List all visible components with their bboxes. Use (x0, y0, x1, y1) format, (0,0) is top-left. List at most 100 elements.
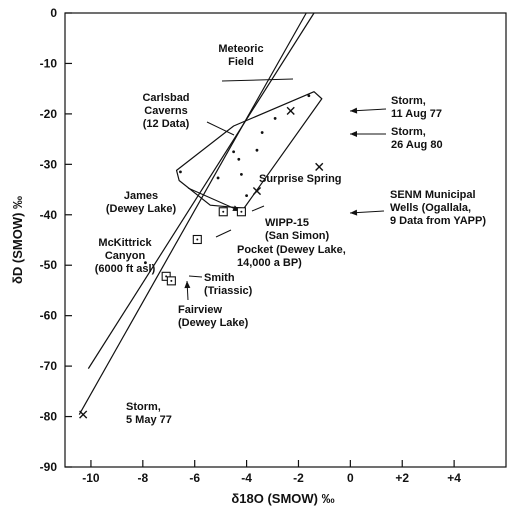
x-tick-label: +2 (395, 471, 409, 485)
wipp-15-label-line: WIPP-15 (265, 217, 309, 229)
arrow-head (350, 107, 358, 114)
storm-26-aug-80-label-line: 26 Aug 80 (391, 139, 443, 151)
y-tick-label: -80 (40, 410, 58, 424)
meteoric-field-label-line: Field (228, 56, 254, 68)
y-tick-label: -40 (40, 208, 58, 222)
tick-labels: -10 -8 -6 -4 -2 0 +2 +40-10-20-30-40-50-60-70-8… (40, 6, 462, 485)
carlsbad-caverns-label-line: Caverns (144, 105, 187, 117)
axis-titles: δ18O (SMOW) ‰ δD (SMOW) ‰ (10, 196, 335, 506)
y-tick-label: -10 (40, 56, 58, 70)
x-tick-label: -10 (82, 471, 100, 485)
carlsbad-point (245, 194, 248, 198)
carlsbad-point (240, 173, 243, 176)
y-tick-label: -50 (40, 258, 58, 272)
storm-cross-marker (252, 186, 262, 196)
carlsbad-point (273, 117, 277, 120)
y-tick-label: -60 (40, 309, 58, 323)
x-axis-title: δ18O (SMOW) ‰ (231, 491, 334, 506)
x-tick-label: -8 (137, 471, 148, 485)
x-tick-label: +4 (447, 471, 461, 485)
carlsbad-caverns-label-line: Carlsbad (142, 92, 189, 104)
storm-26-aug-80-label: Storm, 26 Aug 80 (391, 126, 443, 151)
james-label-line: (Dewey Lake) (106, 203, 177, 215)
x-tick-label: 0 (347, 471, 354, 485)
y-tick-label: -70 (40, 359, 58, 373)
annotation-arrows (184, 78, 387, 301)
annotation-leader (215, 229, 232, 238)
pocket-label: Pocket (Dewey Lake, 14,000 a BP) (237, 244, 346, 269)
annotation-leader (221, 78, 294, 82)
wipp-15-label: WIPP-15 (San Simon) (265, 217, 330, 242)
james-label-line: James (124, 190, 158, 202)
fairview-label: Fairview (Dewey Lake) (178, 304, 249, 329)
x-tick-label: -6 (189, 471, 200, 485)
carlsbad-point (307, 94, 311, 98)
storm-cross-marker (286, 106, 295, 115)
annotation-leader (251, 205, 265, 212)
x-tick-label: -2 (293, 471, 304, 485)
carlsbad-point (179, 170, 182, 174)
senm-municipal-wells-label-line: 9 Data from YAPP) (390, 215, 486, 227)
wipp-15-label-line: (San Simon) (265, 230, 330, 242)
square-dot (222, 210, 225, 213)
pocket-label-line: 14,000 a BP) (237, 257, 302, 269)
carlsbad-point (255, 148, 259, 152)
arrow-head (350, 131, 357, 137)
arrow-head (350, 209, 358, 216)
square-dot (165, 275, 168, 278)
smith-label-line: Smith (204, 272, 235, 284)
storm-11-aug-77-label-line: Storm, (391, 95, 426, 107)
storm-cross-marker (315, 162, 324, 171)
smith-label-line: (Triassic) (204, 285, 253, 297)
storm-11-aug-77-label: Storm, 11 Aug 77 (391, 95, 442, 120)
storm-5-may-77-label-line: 5 May 77 (126, 414, 172, 426)
sample-square-marker (166, 276, 176, 286)
surprise-spring-label: Surprise Spring (259, 173, 342, 185)
square-dot (240, 210, 243, 213)
plot-frame (64, 12, 507, 468)
carlsbad-envelope (175, 91, 323, 209)
arrow-head (184, 281, 191, 289)
sample-square-marker (192, 234, 202, 245)
storm-26-aug-80-label-line: Storm, (391, 126, 426, 138)
cross-stroke (252, 186, 262, 196)
mckittrick-canyon-label-line: (6000 ft asl) (95, 263, 156, 275)
pocket-label-line: Pocket (Dewey Lake, (237, 244, 346, 256)
fairview-label-line: (Dewey Lake) (178, 317, 249, 329)
james-label: James (Dewey Lake) (106, 190, 177, 215)
mckittrick-canyon-label-line: McKittrick (98, 237, 152, 249)
axis-ticks (65, 12, 455, 468)
annotation-leader (206, 121, 235, 136)
meteoric-field-label-line: Meteoric (218, 43, 263, 55)
y-axis-title: δD (SMOW) ‰ (10, 196, 25, 284)
cross-stroke (315, 162, 324, 171)
annotations: Meteoric Field Carlsbad Caverns (12 Data) Sto… (95, 43, 487, 426)
y-tick-label: -20 (40, 107, 58, 121)
data-points (79, 94, 324, 419)
senm-municipal-wells-label-line: SENM Municipal (390, 189, 476, 201)
square-dot (170, 279, 173, 282)
storm-11-aug-77-label-line: 11 Aug 77 (391, 108, 442, 120)
annotation-leader (187, 187, 241, 212)
storm-5-may-77-label: Storm, 5 May 77 (126, 401, 172, 426)
senm-municipal-wells-label-line: Wells (Ogallala, (390, 202, 471, 214)
x-tick-label: -4 (241, 471, 252, 485)
surprise-spring-label-line: Surprise Spring (259, 173, 342, 185)
carlsbad-point (260, 131, 264, 134)
carlsbad-caverns-label-line: (12 Data) (143, 118, 190, 130)
mckittrick-canyon-label: McKittrick Canyon (6000 ft asl) (95, 237, 156, 275)
senm-municipal-wells-label: SENM Municipal Wells (Ogallala, 9 Data fro… (390, 189, 486, 227)
square-dot (196, 238, 199, 241)
carlsbad-caverns-label: Carlsbad Caverns (12 Data) (142, 92, 189, 130)
y-tick-label: -30 (40, 157, 58, 171)
meteoric-line (87, 12, 315, 369)
carlsbad-point (232, 150, 236, 154)
y-tick-label: 0 (50, 6, 57, 20)
sample-square-marker (218, 207, 228, 217)
storm-cross-marker (79, 410, 88, 419)
carlsbad-point (216, 176, 220, 180)
meteoric-field-label: Meteoric Field (218, 43, 263, 68)
annotation-leader (188, 275, 203, 278)
carlsbad-envelope-outline (175, 91, 323, 209)
